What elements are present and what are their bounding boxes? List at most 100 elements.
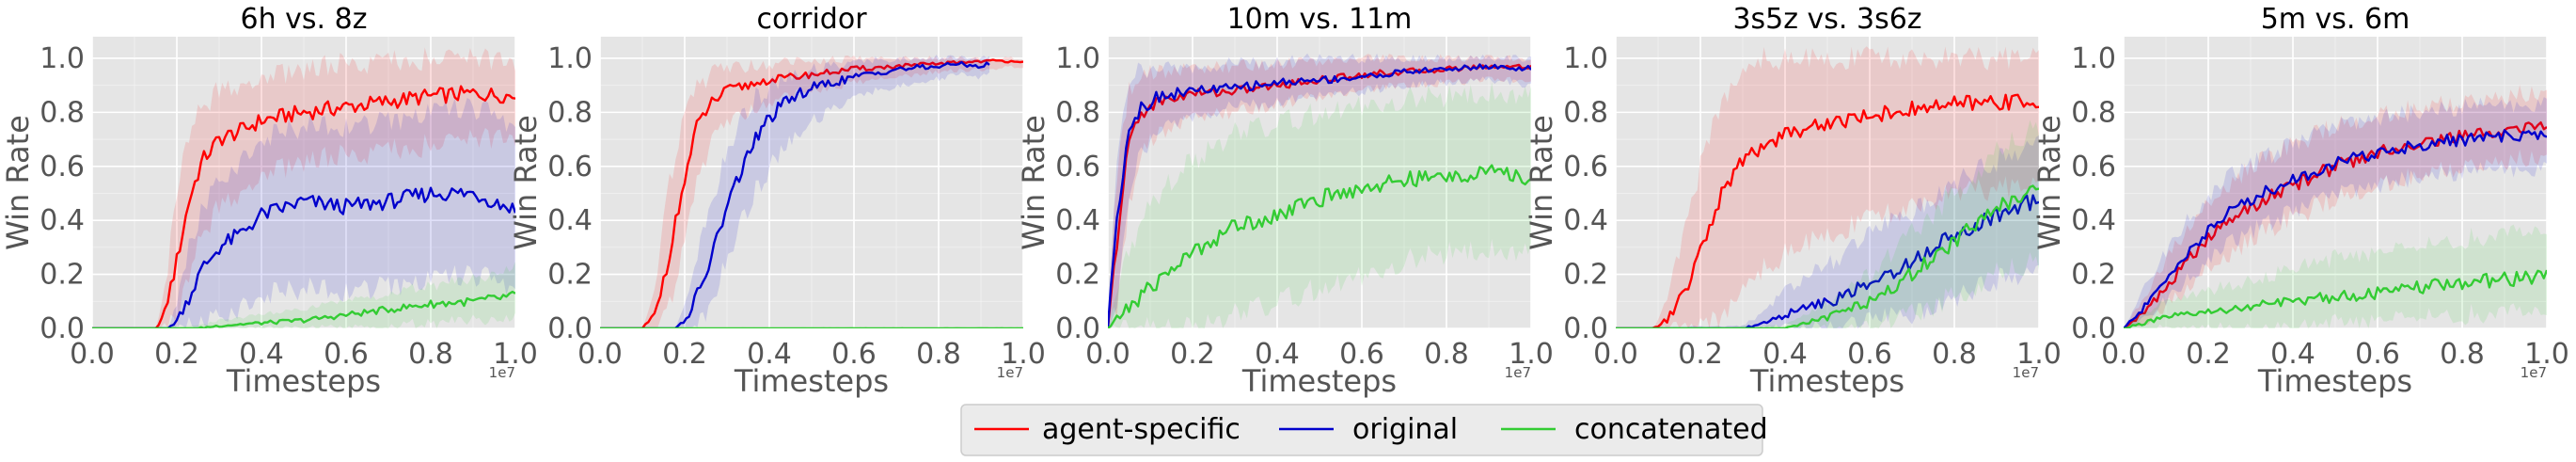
panel-3-y-tick-5: 1.0 bbox=[1055, 42, 1100, 75]
panel-5-original-band bbox=[2124, 97, 2547, 328]
legend-label-agent-specific: agent-specific bbox=[1042, 413, 1241, 446]
panel-3-y-ticks: 0.0 0.2 0.4 0.6 0.8 1.0 bbox=[1055, 42, 1100, 345]
panel-4-y-tick-2: 0.4 bbox=[1563, 204, 1608, 237]
panel-4-x-label: Timesteps bbox=[1749, 363, 1904, 399]
panel-1-original-line bbox=[92, 186, 515, 328]
panel-2-x-tick-0: 0.0 bbox=[577, 338, 623, 371]
panel-3-agent-specific-band bbox=[1108, 54, 1531, 328]
panel-1-x-tick-3: 0.6 bbox=[324, 338, 369, 371]
panel-2-grid bbox=[599, 37, 1024, 329]
panel-4-concatenated-band bbox=[1616, 119, 2039, 328]
panel-4-x-exponent: 1e7 bbox=[2013, 364, 2039, 381]
panel-5-x-tick-4: 0.8 bbox=[2440, 338, 2485, 371]
panel-4-x-tick-0: 0.0 bbox=[1593, 338, 1638, 371]
panel-1-grid bbox=[91, 37, 516, 329]
panel-4-x-tick-3: 0.6 bbox=[1847, 338, 1892, 371]
panel-1-minor-grid bbox=[92, 37, 515, 328]
panel-5-concatenated-line bbox=[2124, 269, 2547, 328]
panel-1-x-tick-0: 0.0 bbox=[70, 338, 115, 371]
panel-4-series-group bbox=[1616, 46, 2039, 328]
panel-2-minor-grid bbox=[600, 37, 1023, 328]
panel-4-y-tick-5: 1.0 bbox=[1563, 42, 1608, 75]
panel-1-x-tick-5: 1.0 bbox=[493, 338, 538, 371]
panel-2-original-line bbox=[600, 60, 990, 328]
panel-1-y-tick-0: 0.0 bbox=[40, 312, 85, 345]
panel-5-title: 5m vs. 6m bbox=[2261, 3, 2410, 36]
panel-4-y-tick-3: 0.6 bbox=[1563, 151, 1608, 183]
panel-3-original-band bbox=[1108, 53, 1531, 328]
panel-4-y-tick-0: 0.0 bbox=[1563, 312, 1608, 345]
panel-1-x-tick-4: 0.8 bbox=[408, 338, 453, 371]
panel-5-x-tick-3: 0.6 bbox=[2355, 338, 2400, 371]
panel-1-x-tick-1: 0.2 bbox=[154, 338, 199, 371]
panel-2-x-tick-2: 0.4 bbox=[747, 338, 792, 371]
panel-4-y-tick-1: 0.2 bbox=[1563, 259, 1608, 292]
panel-4-x-tick-4: 0.8 bbox=[1932, 338, 1977, 371]
chart-panels: 6h vs. 8z 0.0 0.2 0.4 0.6 0.8 1.0 0.0 0.2 0.4 0.6 0… bbox=[0, 3, 2569, 399]
panel-4-y-tick-4: 0.8 bbox=[1563, 96, 1608, 129]
panel-3-x-tick-5: 1.0 bbox=[1509, 338, 1554, 371]
panel-3-x-tick-4: 0.8 bbox=[1424, 338, 1469, 371]
panel-4-x-tick-5: 1.0 bbox=[2016, 338, 2062, 371]
panel-1-x-ticks: 0.0 0.2 0.4 0.6 0.8 1.0 bbox=[70, 338, 538, 371]
panel-2-x-tick-5: 1.0 bbox=[1001, 338, 1046, 371]
panel-4-y-label: Win Rate bbox=[1524, 115, 1559, 250]
panel-5-x-ticks: 0.0 0.2 0.4 0.6 0.8 1.0 bbox=[2101, 338, 2569, 371]
panel-2-title: corridor bbox=[756, 3, 867, 36]
panel-1-y-tick-2: 0.4 bbox=[40, 204, 85, 237]
panel-1-agent-specific-line bbox=[92, 85, 515, 328]
panel-3-x-tick-2: 0.4 bbox=[1255, 338, 1300, 371]
panel-2-x-tick-1: 0.2 bbox=[662, 338, 707, 371]
panel-5-x-tick-2: 0.4 bbox=[2270, 338, 2315, 371]
panel-5-y-tick-4: 0.8 bbox=[2071, 96, 2116, 129]
panel-2-series-group bbox=[600, 55, 1023, 328]
panel-1-series-group bbox=[92, 47, 515, 328]
panel-3-x-tick-1: 0.2 bbox=[1170, 338, 1215, 371]
panel-3-x-label: Timesteps bbox=[1241, 363, 1397, 399]
panel-1-x-tick-2: 0.4 bbox=[239, 338, 284, 371]
panel-5-agent-specific-line bbox=[2124, 121, 2547, 328]
panel-2-y-label: Win Rate bbox=[508, 115, 544, 250]
panel-2-y-ticks: 0.0 0.2 0.4 0.6 0.8 1.0 bbox=[547, 42, 593, 345]
panel-4-agent-specific-line bbox=[1616, 93, 2039, 328]
panel-1: 6h vs. 8z0.0 0.2 0.4 0.6 0.8 1.00.00.20.40.60… bbox=[0, 3, 538, 399]
panel-3-y-tick-3: 0.6 bbox=[1055, 151, 1100, 183]
panel-1-y-tick-1: 0.2 bbox=[40, 259, 85, 292]
panel-3-y-tick-1: 0.2 bbox=[1055, 259, 1100, 292]
panel-2-x-tick-4: 0.8 bbox=[916, 338, 961, 371]
panel-3-concatenated-line bbox=[1108, 164, 1531, 328]
panel-4-x-tick-2: 0.4 bbox=[1762, 338, 1808, 371]
panel-2-y-tick-5: 1.0 bbox=[547, 42, 593, 75]
legend-label-concatenated: concatenated bbox=[1574, 413, 1768, 446]
panel-1-y-label: Win Rate bbox=[0, 115, 36, 250]
panel-5-y-tick-5: 1.0 bbox=[2071, 42, 2116, 75]
panel-3-title: 10m vs. 11m bbox=[1227, 3, 1413, 36]
panel-1-concatenated-band bbox=[92, 262, 515, 328]
panel-5: 5m vs. 6m0.0 0.2 0.4 0.6 0.8 1.00.00.20.40.60… bbox=[2031, 3, 2569, 399]
legend-label-original: original bbox=[1352, 413, 1458, 446]
panel-2-x-tick-3: 0.6 bbox=[831, 338, 877, 371]
panel-1-y-tick-5: 1.0 bbox=[40, 42, 85, 75]
panel-5-concatenated-band bbox=[2124, 224, 2547, 328]
panel-3-x-tick-3: 0.6 bbox=[1339, 338, 1384, 371]
panel-5-y-tick-0: 0.0 bbox=[2071, 312, 2116, 345]
panel-1-title: 6h vs. 8z bbox=[241, 3, 368, 36]
panel-5-x-tick-0: 0.0 bbox=[2101, 338, 2146, 371]
panel-5-x-exponent: 1e7 bbox=[2521, 364, 2547, 381]
panel-5-agent-specific-band bbox=[2124, 85, 2547, 328]
panel-2-y-tick-2: 0.4 bbox=[547, 204, 593, 237]
panel-5-x-tick-5: 1.0 bbox=[2524, 338, 2569, 371]
panel-1-y-ticks: 0.0 0.2 0.4 0.6 0.8 1.0 bbox=[40, 42, 85, 345]
panel-4-x-tick-1: 0.2 bbox=[1678, 338, 1723, 371]
panel-5-y-tick-3: 0.6 bbox=[2071, 151, 2116, 183]
panel-4-y-ticks: 0.0 0.2 0.4 0.6 0.8 1.0 bbox=[1563, 42, 1608, 345]
legend: agent-specific original concatenated bbox=[960, 404, 1768, 456]
panel-1-x-exponent: 1e7 bbox=[489, 364, 515, 381]
panel-5-x-tick-1: 0.2 bbox=[2186, 338, 2231, 371]
panel-3-y-tick-0: 0.0 bbox=[1055, 312, 1100, 345]
panel-1-concatenated-line bbox=[92, 290, 515, 328]
panel-1-y-tick-4: 0.8 bbox=[40, 96, 85, 129]
panel-2-agent-specific-band bbox=[600, 56, 1023, 328]
panel-4-minor-grid bbox=[1616, 37, 2039, 328]
